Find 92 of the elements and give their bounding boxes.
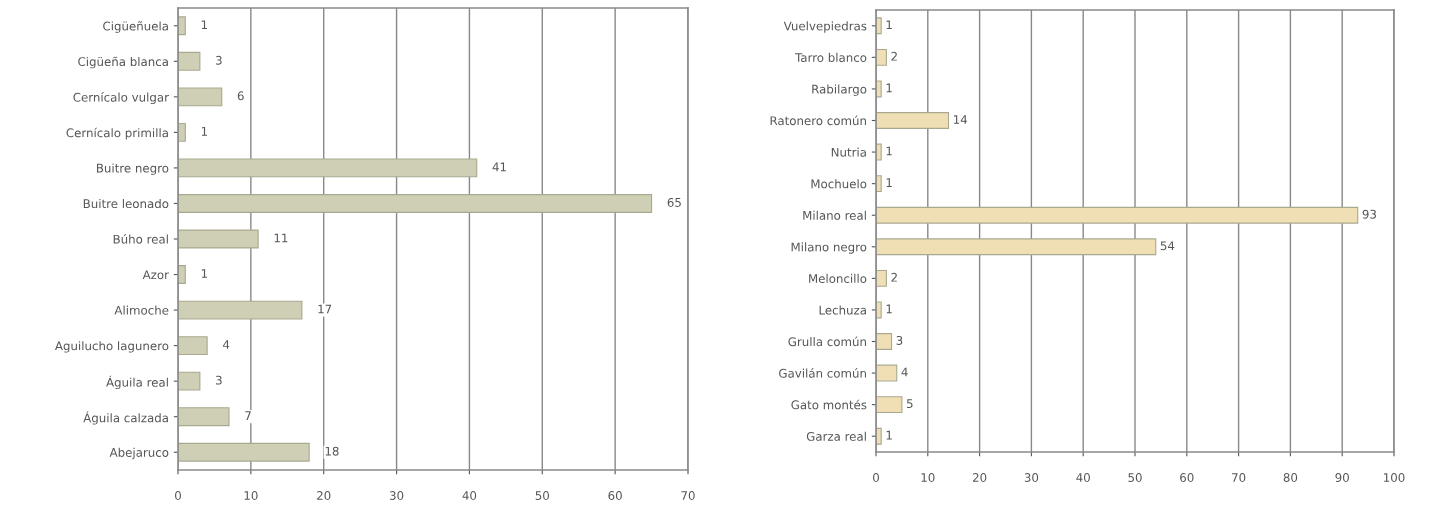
y-tick-label: Meloncillo <box>809 273 867 284</box>
data-label: 4 <box>223 340 230 349</box>
data-label: 3 <box>216 375 222 385</box>
data-label: 2 <box>891 51 897 61</box>
data-label: 93 <box>1362 209 1376 219</box>
x-tick-label: 30 <box>1024 473 1039 482</box>
data-label: 1 <box>201 269 207 278</box>
x-tick-label: 50 <box>535 491 550 500</box>
x-tick-label: 60 <box>1180 473 1194 482</box>
data-label: 2 <box>891 272 897 282</box>
bar <box>178 336 208 356</box>
data-label: 1 <box>886 304 892 314</box>
data-label: 4 <box>901 367 908 377</box>
bar <box>876 396 903 414</box>
data-label: 3 <box>216 55 222 65</box>
x-tick-label: 10 <box>244 491 258 500</box>
y-tick-label: Lechuza <box>819 305 866 315</box>
y-tick-label: Buitre leonado <box>83 198 169 209</box>
y-tick-label: Cigüeñuela <box>103 21 168 33</box>
bar <box>876 206 1359 224</box>
y-tick-label: Vuelvepiedras <box>783 21 867 33</box>
data-label: 17 <box>318 304 332 314</box>
bar <box>178 194 653 213</box>
x-tick-label: 20 <box>317 491 331 500</box>
y-tick-label: Milano negro <box>791 242 867 254</box>
x-tick-label: 70 <box>681 491 695 500</box>
bar <box>178 87 223 107</box>
y-tick-label: Abejaruco <box>109 447 169 460</box>
bar <box>876 269 887 287</box>
y-tick-label: Águila real <box>106 375 168 390</box>
x-tick-label: 90 <box>1335 473 1349 482</box>
data-label: 1 <box>886 83 892 93</box>
y-tick-label: Cernícalo primilla <box>66 127 168 140</box>
x-tick-label: 60 <box>608 491 622 500</box>
bar <box>178 16 186 36</box>
y-tick-label: Milano real <box>803 210 866 220</box>
data-label: 1 <box>886 20 892 30</box>
data-label: 18 <box>325 446 339 456</box>
y-tick-label: Tarro blanco <box>795 52 867 63</box>
x-tick-label: 40 <box>1076 473 1090 482</box>
y-tick-label: Cernícalo vulgar <box>73 92 169 105</box>
y-tick-label: Buitre negro <box>96 163 169 175</box>
data-label: 54 <box>1160 241 1175 251</box>
data-label: 65 <box>667 197 681 207</box>
y-tick-label: Mochuelo <box>811 179 867 189</box>
y-tick-label: Alimoche <box>114 305 169 315</box>
data-label: 1 <box>201 127 207 136</box>
y-tick-label: Azor <box>142 270 169 280</box>
x-tick-label: 0 <box>873 473 879 482</box>
data-label: 41 <box>492 162 506 172</box>
y-tick-label: Águila calzada <box>83 411 168 425</box>
bar <box>178 229 259 249</box>
y-tick-label: Nutria <box>831 147 866 157</box>
data-label: 11 <box>274 233 288 243</box>
y-tick-label: Rabilargo <box>812 84 867 96</box>
y-tick-label: Grulla común <box>788 336 866 347</box>
bar <box>178 407 230 427</box>
bar <box>178 158 478 178</box>
data-label: 1 <box>886 146 892 156</box>
data-label: 7 <box>245 411 251 420</box>
x-tick-label: 50 <box>1128 473 1142 482</box>
bar <box>178 300 303 320</box>
y-tick-label: Cigüeña blanca <box>78 56 168 69</box>
bar <box>178 371 201 391</box>
x-tick-label: 70 <box>1232 473 1246 482</box>
x-tick-label: 80 <box>1283 473 1298 482</box>
data-label: 1 <box>201 20 207 30</box>
x-tick-label: 0 <box>175 491 181 500</box>
x-tick-label: 10 <box>921 473 935 482</box>
data-label: 6 <box>237 91 244 101</box>
data-label: 3 <box>896 336 903 345</box>
bar <box>876 48 887 66</box>
y-tick-label: Búho real <box>113 234 168 244</box>
bar <box>178 265 186 284</box>
data-label: 1 <box>886 178 892 187</box>
bar <box>178 122 186 142</box>
y-tick-label: Ratonero común <box>770 115 866 126</box>
y-tick-label: Gavilán común <box>779 368 866 378</box>
bar <box>178 442 310 462</box>
x-tick-label: 20 <box>972 473 987 482</box>
x-tick-label: 40 <box>462 491 477 500</box>
y-tick-label: Garza real <box>806 431 866 441</box>
data-label: 14 <box>953 115 968 124</box>
y-tick-label: Gato montés <box>791 399 867 410</box>
y-tick-label: Aguilucho lagunero <box>54 341 169 353</box>
x-tick-label: 30 <box>389 491 404 500</box>
x-tick-label: 100 <box>1384 473 1405 482</box>
bar <box>876 238 1157 256</box>
data-label: 1 <box>886 430 892 440</box>
bar <box>178 51 201 71</box>
data-label: 5 <box>906 399 913 409</box>
bar <box>876 364 898 382</box>
